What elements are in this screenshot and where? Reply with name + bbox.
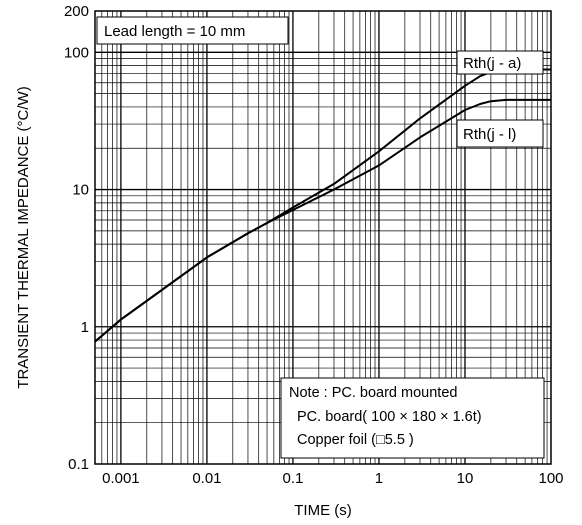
- series-label-rth-ja-text: Rth(j - a): [463, 55, 521, 72]
- note-line-1: Note : PC. board mounted: [289, 385, 457, 401]
- x-tick-label: 0.01: [192, 470, 221, 487]
- y-tick-label: 100: [64, 44, 89, 61]
- y-tick-label: 0.1: [68, 456, 89, 473]
- note-annotation: Note : PC. board mounted PC. board( 100 …: [280, 377, 545, 459]
- y-tick-labels: 0.1 1 10 100 200: [64, 3, 89, 473]
- x-tick-labels: 0.001 0.01 0.1 1 10 100: [102, 470, 563, 487]
- series-label-rth-jl: Rth(j - l): [456, 119, 544, 148]
- x-tick-label: 0.1: [283, 470, 304, 487]
- plot-frame: [94, 10, 552, 465]
- series-label-rth-ja: Rth(j - a): [456, 50, 544, 75]
- series-label-rth-jl-text: Rth(j - l): [463, 126, 516, 143]
- lead-length-text: Lead length = 10 mm: [104, 23, 245, 40]
- series-line-rth-jl: [94, 98, 551, 343]
- x-tick-label: 10: [457, 470, 474, 487]
- series-line-rth-ja: [94, 68, 551, 343]
- note-line-2: PC. board( 100 × 180 × 1.6t): [297, 409, 482, 425]
- x-tick-label: 0.001: [102, 470, 140, 487]
- y-axis-label: TRANSIENT THERMAL IMPEDANCE (°C/W): [15, 86, 32, 388]
- x-tick-label: 100: [538, 470, 563, 487]
- y-tick-label: 200: [64, 3, 89, 20]
- y-tick-label: 1: [81, 319, 89, 336]
- y-tick-label: 10: [72, 182, 89, 199]
- note-line-3: Copper foil (□5.5 ): [297, 432, 414, 448]
- x-tick-label: 1: [375, 470, 383, 487]
- series-layer: [94, 68, 551, 343]
- x-axis-label: TIME (s): [294, 502, 352, 519]
- lead-length-annotation: Lead length = 10 mm: [96, 16, 289, 45]
